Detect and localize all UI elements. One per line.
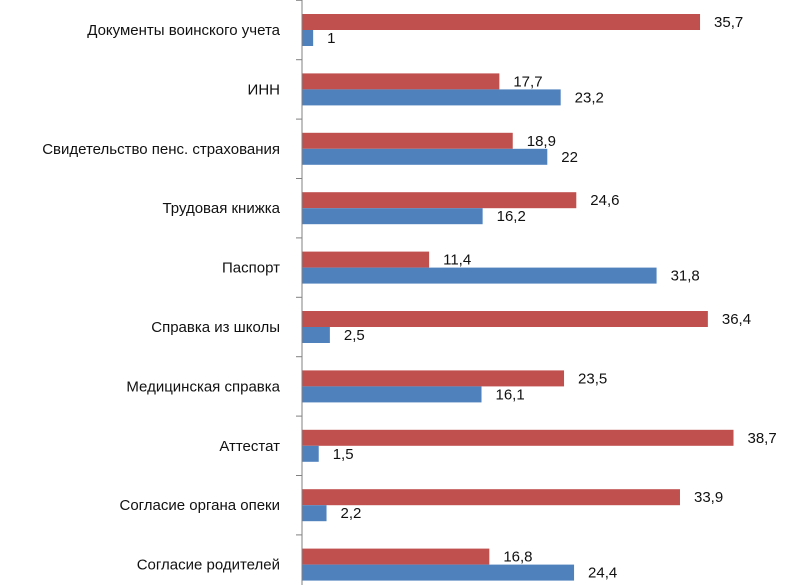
data-label-blue: 1 xyxy=(327,30,335,47)
category-label: ИНН xyxy=(248,81,280,98)
bar-red xyxy=(302,132,513,149)
data-label-blue: 31,8 xyxy=(671,268,700,285)
category-label: Аттестат xyxy=(219,438,280,455)
category-label: Согласие родителей xyxy=(137,557,280,574)
category-labels: Документы воинского учета ИНН Свидетельств… xyxy=(42,22,280,574)
bar-red xyxy=(302,429,734,446)
bar-red xyxy=(302,73,500,90)
bar-red xyxy=(302,489,680,506)
bar-blue xyxy=(302,505,327,522)
bar-red xyxy=(302,14,701,30)
data-label-blue: 1,5 xyxy=(333,446,354,463)
category-label: Паспорт xyxy=(222,260,280,277)
data-label-blue: 2,2 xyxy=(341,505,362,522)
bars xyxy=(302,14,734,581)
data-label-blue: 2,5 xyxy=(344,327,365,344)
bar-blue xyxy=(302,208,483,225)
data-labels: 35,7 1 17,7 23,2 18,9 22 24,6 16,2 11,4 31,8 36,4 2… xyxy=(327,14,777,582)
data-label-blue: 16,1 xyxy=(496,386,525,403)
bar-red xyxy=(302,370,565,387)
bar-blue xyxy=(302,445,319,462)
data-label-red: 38,7 xyxy=(748,430,777,447)
bar-blue xyxy=(302,386,482,403)
category-label: Трудовая книжка xyxy=(162,200,280,217)
data-label-red: 23,5 xyxy=(578,370,607,387)
bar-blue xyxy=(302,327,330,343)
category-label: Справка из школы xyxy=(151,319,280,336)
data-label-red: 33,9 xyxy=(694,489,723,506)
category-label: Документы воинского учета xyxy=(87,22,280,39)
data-label-red: 16,8 xyxy=(503,549,532,566)
bar-red xyxy=(302,548,490,565)
bar-blue xyxy=(302,564,575,581)
data-label-red: 35,7 xyxy=(714,14,743,31)
data-label-red: 17,7 xyxy=(513,73,542,90)
bar-red xyxy=(302,311,708,327)
bar-blue xyxy=(302,89,561,106)
data-label-blue: 24,4 xyxy=(588,565,617,582)
category-label: Свидетельство пенс. страхования xyxy=(42,141,280,158)
data-label-red: 36,4 xyxy=(722,311,751,328)
bar-blue xyxy=(302,30,314,46)
bar-blue xyxy=(302,148,548,165)
category-label: Медицинская справка xyxy=(126,378,280,395)
data-label-red: 11,4 xyxy=(443,252,471,269)
data-label-blue: 16,2 xyxy=(497,208,526,225)
category-label: Согласие органа опеки xyxy=(119,497,280,514)
bar-red xyxy=(302,251,430,268)
data-label-red: 18,9 xyxy=(527,133,556,150)
y-axis-ticks xyxy=(296,0,302,536)
bar-red xyxy=(302,192,577,209)
data-label-blue: 23,2 xyxy=(575,89,604,106)
data-label-red: 24,6 xyxy=(590,192,619,209)
data-label-blue: 22 xyxy=(561,149,578,166)
bar-blue xyxy=(302,267,657,284)
